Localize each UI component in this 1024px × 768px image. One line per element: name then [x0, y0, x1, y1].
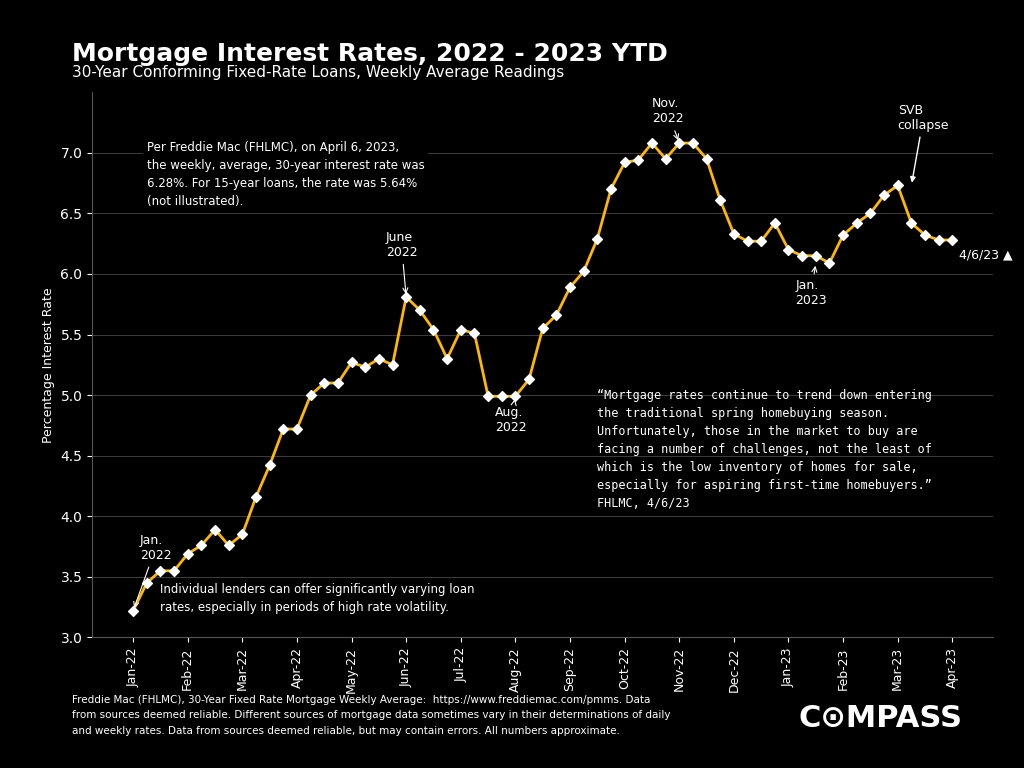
- Point: [931, 233, 947, 246]
- Text: 4/6/23 ▲: 4/6/23 ▲: [959, 248, 1013, 261]
- Point: [589, 233, 605, 245]
- Text: Freddie Mac (FHLMC), 30-Year Fixed Rate Mortgage Weekly Average:  https://www.fr: Freddie Mac (FHLMC), 30-Year Fixed Rate …: [72, 695, 650, 705]
- Point: [630, 154, 646, 166]
- Point: [535, 323, 551, 335]
- Point: [439, 353, 456, 365]
- Point: [767, 217, 783, 229]
- Point: [712, 194, 728, 206]
- Text: Jan.
2023: Jan. 2023: [796, 267, 827, 307]
- Point: [644, 137, 660, 149]
- Point: [302, 389, 318, 401]
- Text: from sources deemed reliable. Different sources of mortgage data sometimes vary : from sources deemed reliable. Different …: [72, 710, 670, 720]
- Point: [916, 229, 933, 241]
- Point: [944, 233, 961, 246]
- Point: [521, 373, 538, 386]
- Text: June
2022: June 2022: [386, 230, 418, 293]
- Point: [480, 390, 497, 402]
- Point: [194, 539, 210, 551]
- Text: Aug.
2022: Aug. 2022: [495, 400, 526, 435]
- Point: [371, 353, 387, 365]
- Point: [739, 235, 756, 247]
- Point: [753, 235, 769, 247]
- Point: [234, 528, 251, 541]
- Y-axis label: Percentage Interest Rate: Percentage Interest Rate: [42, 287, 55, 442]
- Point: [153, 564, 169, 577]
- Point: [575, 266, 592, 278]
- Point: [330, 377, 346, 389]
- Point: [507, 390, 523, 402]
- Point: [780, 243, 797, 256]
- Point: [548, 309, 564, 321]
- Point: [412, 304, 428, 316]
- Point: [603, 183, 620, 195]
- Text: and weekly rates. Data from sources deemed reliable, but may contain errors. All: and weekly rates. Data from sources deem…: [72, 726, 620, 736]
- Point: [248, 491, 264, 503]
- Point: [876, 189, 892, 201]
- Point: [275, 423, 292, 435]
- Point: [125, 604, 141, 617]
- Point: [343, 356, 359, 369]
- Point: [862, 207, 879, 220]
- Point: [316, 377, 333, 389]
- Text: 30-Year Conforming Fixed-Rate Loans, Weekly Average Readings: 30-Year Conforming Fixed-Rate Loans, Wee…: [72, 65, 564, 81]
- Text: SVB
collapse: SVB collapse: [898, 104, 949, 181]
- Point: [849, 217, 865, 229]
- Text: Per Freddie Mac (FHLMC), on April 6, 2023,
the weekly, average, 30-year interest: Per Freddie Mac (FHLMC), on April 6, 202…: [146, 141, 425, 207]
- Text: Nov.
2022: Nov. 2022: [652, 98, 684, 139]
- Point: [562, 281, 579, 293]
- Point: [903, 217, 920, 229]
- Point: [657, 153, 674, 165]
- Point: [207, 524, 223, 536]
- Point: [179, 548, 196, 560]
- Text: “Mortgage rates continue to trend down entering
the traditional spring homebuyin: “Mortgage rates continue to trend down e…: [597, 389, 932, 510]
- Point: [835, 229, 851, 241]
- Point: [671, 137, 687, 149]
- Point: [698, 153, 715, 165]
- Point: [794, 250, 810, 262]
- Point: [425, 323, 441, 336]
- Point: [466, 327, 482, 339]
- Text: Individual lenders can offer significantly varying loan
rates, especially in per: Individual lenders can offer significant…: [161, 583, 475, 614]
- Point: [357, 361, 374, 373]
- Point: [166, 564, 182, 577]
- Point: [261, 459, 278, 472]
- Point: [726, 228, 742, 240]
- Point: [138, 577, 155, 589]
- Point: [890, 179, 906, 191]
- Point: [494, 390, 510, 402]
- Point: [808, 250, 824, 262]
- Point: [616, 157, 633, 169]
- Point: [685, 137, 701, 149]
- Point: [289, 423, 305, 435]
- Text: Jan.
2022: Jan. 2022: [134, 534, 172, 607]
- Point: [220, 539, 237, 551]
- Point: [453, 323, 469, 336]
- Point: [384, 359, 400, 371]
- Point: [398, 291, 415, 303]
- Text: C⊙MPASS: C⊙MPASS: [799, 703, 963, 733]
- Point: [821, 257, 838, 269]
- Text: Mortgage Interest Rates, 2022 - 2023 YTD: Mortgage Interest Rates, 2022 - 2023 YTD: [72, 42, 668, 66]
